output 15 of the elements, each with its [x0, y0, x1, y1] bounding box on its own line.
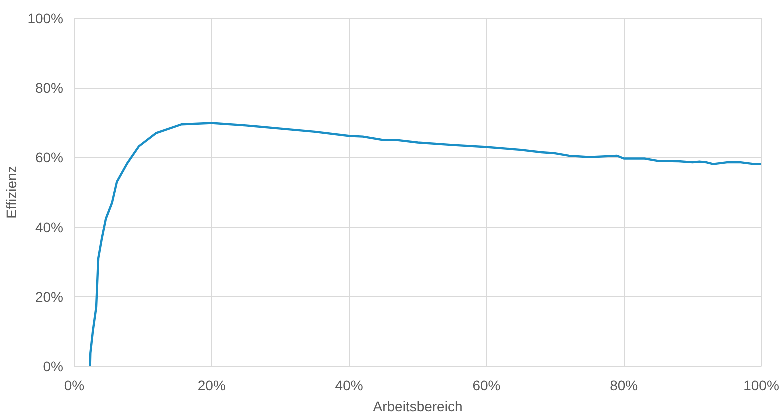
x-tick-label: 80% [610, 378, 638, 394]
x-axis-title: Arbeitsbereich [373, 398, 463, 414]
x-tick-label: 100% [744, 378, 780, 394]
y-tick-label: 40% [35, 219, 64, 236]
y-tick-label: 0% [43, 358, 64, 374]
x-tick-label: 20% [198, 378, 226, 394]
x-tick-label: 60% [472, 378, 501, 394]
y-axis-title: Effizienz [4, 166, 20, 219]
x-tick-label: 0% [64, 378, 85, 394]
line-series [89, 122, 762, 366]
y-tick-label: 60% [35, 150, 64, 166]
x-tick-label: 40% [335, 378, 364, 394]
y-tick-label: 20% [35, 288, 64, 305]
y-tick-label: 100% [28, 10, 64, 26]
y-tick-label: 80% [35, 80, 64, 96]
